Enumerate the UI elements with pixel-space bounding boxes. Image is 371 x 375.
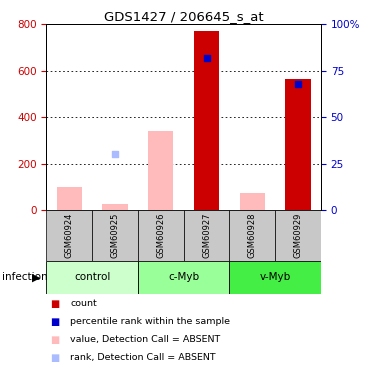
Bar bbox=[194, 32, 219, 210]
Text: control: control bbox=[74, 273, 110, 282]
Bar bbox=[240, 193, 265, 210]
Text: ▶: ▶ bbox=[32, 273, 40, 282]
Text: count: count bbox=[70, 299, 97, 308]
Text: value, Detection Call = ABSENT: value, Detection Call = ABSENT bbox=[70, 335, 221, 344]
Text: ■: ■ bbox=[50, 299, 59, 309]
Bar bbox=[138, 210, 184, 261]
Bar bbox=[275, 210, 321, 261]
Bar bbox=[229, 261, 321, 294]
Bar bbox=[285, 79, 311, 210]
Bar bbox=[148, 131, 173, 210]
Bar bbox=[184, 210, 229, 261]
Point bbox=[204, 55, 210, 61]
Text: infection: infection bbox=[2, 273, 47, 282]
Point bbox=[112, 151, 118, 157]
Text: v-Myb: v-Myb bbox=[260, 273, 291, 282]
Text: GSM60926: GSM60926 bbox=[156, 213, 165, 258]
Point bbox=[295, 81, 301, 87]
Text: GSM60929: GSM60929 bbox=[293, 213, 302, 258]
Text: GSM60927: GSM60927 bbox=[202, 213, 211, 258]
Text: percentile rank within the sample: percentile rank within the sample bbox=[70, 317, 230, 326]
Bar bbox=[138, 261, 229, 294]
Text: ■: ■ bbox=[50, 317, 59, 327]
Text: GSM60925: GSM60925 bbox=[111, 213, 119, 258]
Text: GSM60928: GSM60928 bbox=[248, 213, 257, 258]
Bar bbox=[92, 210, 138, 261]
Bar bbox=[46, 261, 138, 294]
Text: ■: ■ bbox=[50, 335, 59, 345]
Text: ■: ■ bbox=[50, 353, 59, 363]
Text: c-Myb: c-Myb bbox=[168, 273, 199, 282]
Title: GDS1427 / 206645_s_at: GDS1427 / 206645_s_at bbox=[104, 10, 263, 23]
Text: GSM60924: GSM60924 bbox=[65, 213, 74, 258]
Bar bbox=[46, 210, 92, 261]
Text: rank, Detection Call = ABSENT: rank, Detection Call = ABSENT bbox=[70, 353, 216, 362]
Bar bbox=[229, 210, 275, 261]
Bar bbox=[102, 204, 128, 210]
Bar bbox=[57, 187, 82, 210]
